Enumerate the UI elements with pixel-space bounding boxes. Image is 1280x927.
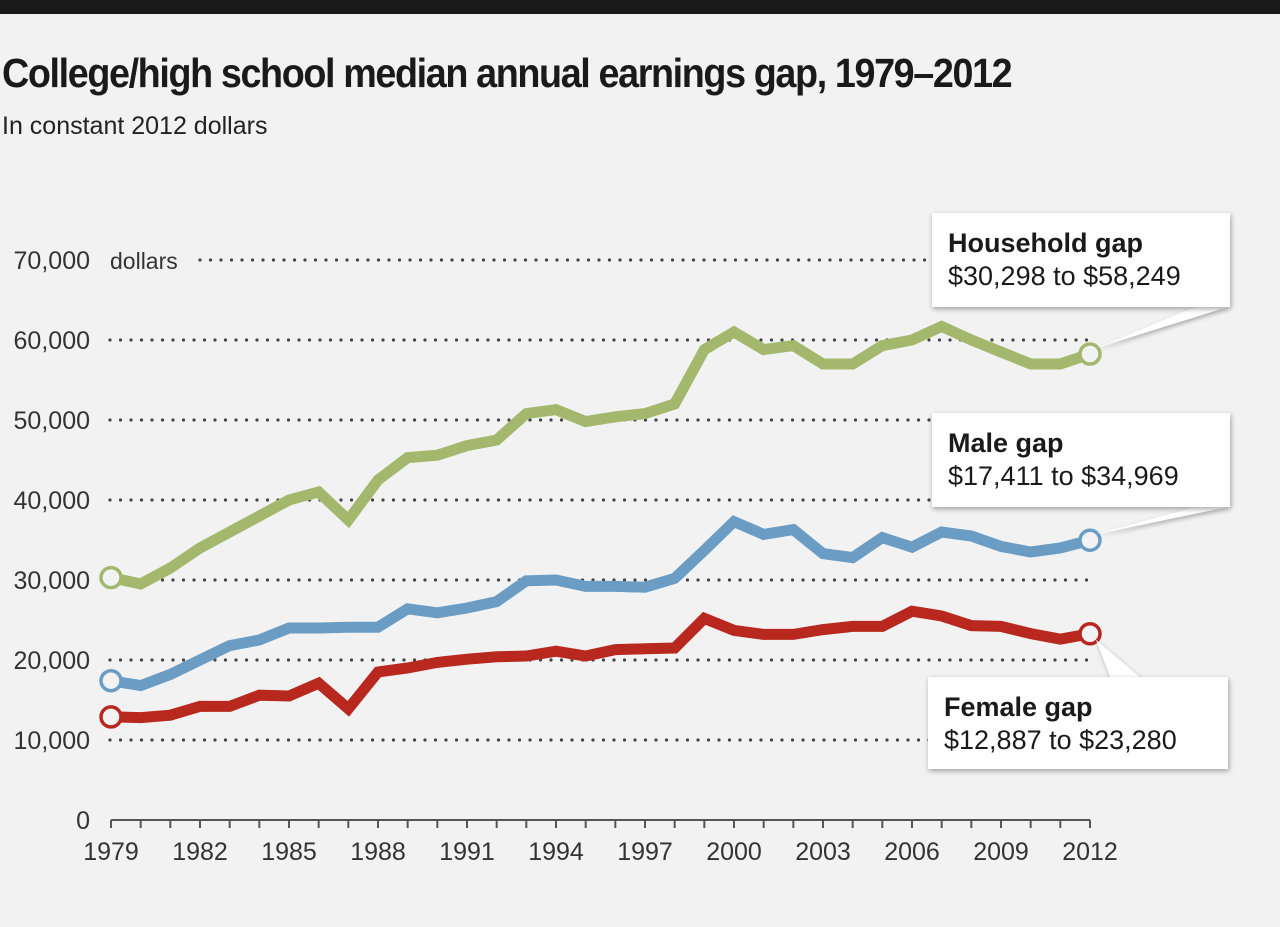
callout-female-title: Female gap <box>944 692 1093 722</box>
x-tick-label: 2009 <box>973 838 1029 866</box>
callout-pointer <box>1096 507 1228 535</box>
y-tick-label: 70,000 <box>14 247 90 275</box>
callout-pointer <box>1096 307 1228 349</box>
chart-subtitle: In constant 2012 dollars <box>2 112 268 140</box>
y-unit-label: dollars <box>110 248 178 274</box>
x-tick-label: 1979 <box>83 838 139 866</box>
callout-household-title: Household gap <box>948 228 1143 258</box>
y-tick-label: 60,000 <box>14 327 90 355</box>
series-line-male-gap <box>110 515 1092 692</box>
x-tick-label: 1985 <box>261 838 317 866</box>
series-endpoint-marker <box>99 565 123 590</box>
series-endpoint-marker <box>99 668 123 693</box>
series-line-household-gap <box>109 320 1092 590</box>
x-tick-label: 1991 <box>439 838 495 866</box>
chart-title: College/high school median annual earnin… <box>2 50 1013 96</box>
callout-male-title: Male gap <box>948 428 1064 458</box>
callout-pointer <box>1096 639 1140 677</box>
series-endpoint-marker <box>1078 342 1102 366</box>
callout-female: Female gap $12,887 to $23,280 <box>928 677 1228 769</box>
callout-female-range: $12,887 to $23,280 <box>944 725 1177 755</box>
series-endpoint-marker <box>1078 528 1102 552</box>
x-tick-label: 2003 <box>795 838 851 866</box>
y-tick-label: 20,000 <box>14 647 90 675</box>
x-tick-label: 2006 <box>884 838 940 866</box>
y-tick-label: 50,000 <box>14 407 90 435</box>
y-tick-label: 0 <box>76 807 90 835</box>
series-endpoint-marker <box>99 705 123 729</box>
callout-male-range: $17,411 to $34,969 <box>948 461 1179 491</box>
x-tick-label: 1988 <box>350 838 406 866</box>
x-tick-label: 1997 <box>617 838 673 866</box>
series-line-female-gap <box>110 605 1091 724</box>
callout-household-range: $30,298 to $58,249 <box>948 261 1181 291</box>
x-tick-label: 2012 <box>1062 838 1118 866</box>
y-tick-label: 40,000 <box>14 487 90 515</box>
x-tick-label: 1994 <box>528 838 584 866</box>
x-tick-label: 2000 <box>706 838 762 866</box>
callout-household: Household gap $30,298 to $58,249 <box>932 213 1230 307</box>
x-tick-label: 1982 <box>172 838 228 866</box>
top-bar <box>0 0 1280 14</box>
y-tick-label: 10,000 <box>14 727 90 755</box>
y-tick-label: 30,000 <box>14 567 90 595</box>
callout-male: Male gap $17,411 to $34,969 <box>932 413 1230 507</box>
series-endpoint-marker <box>1078 622 1102 646</box>
